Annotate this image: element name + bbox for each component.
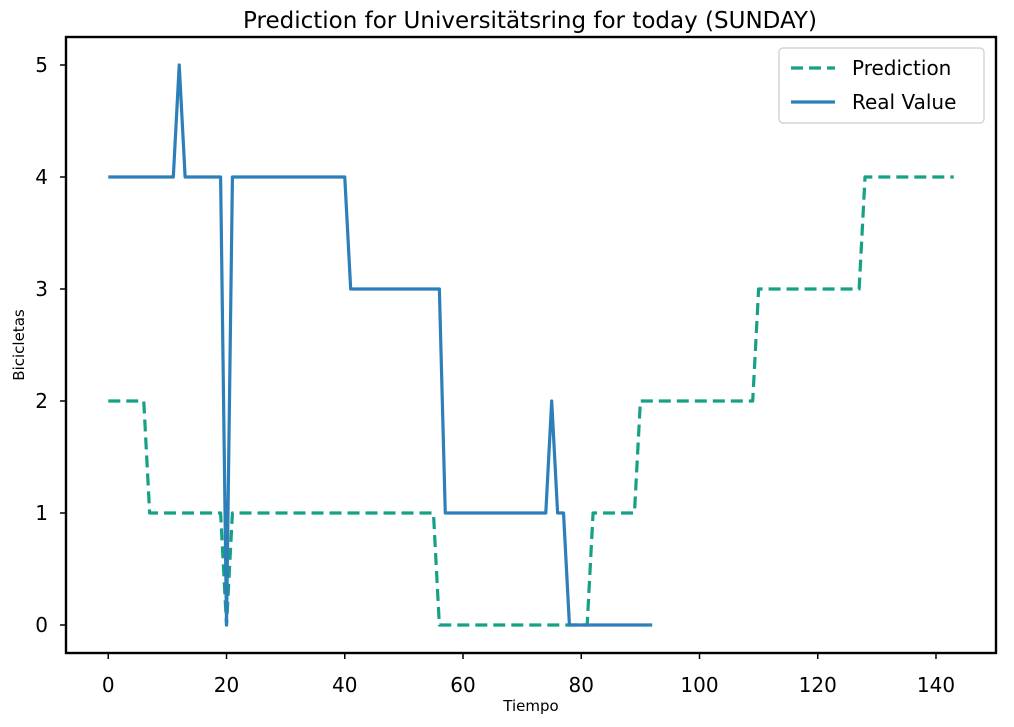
series-line-real-value — [108, 63, 653, 627]
x-tick-label: 40 — [332, 673, 357, 697]
x-axis-label: Tiempo — [502, 697, 558, 715]
x-tick-label: 0 — [102, 673, 115, 697]
x-axis: 0 20 40 60 80 100 120 140 — [102, 653, 955, 697]
series-layer — [108, 63, 954, 627]
x-tick-label: 100 — [680, 673, 718, 697]
y-tick-label: 2 — [35, 389, 48, 413]
x-tick-label: 20 — [214, 673, 239, 697]
y-axis-label: Bicicletas — [10, 309, 28, 381]
legend: Prediction Real Value — [778, 47, 985, 124]
y-tick-label: 1 — [35, 501, 48, 525]
y-tick-label: 3 — [35, 277, 48, 301]
x-tick-label: 140 — [917, 673, 955, 697]
x-tick-label: 60 — [450, 673, 475, 697]
legend-real-value-label: Real Value — [852, 90, 956, 114]
y-tick-label: 4 — [35, 165, 48, 189]
x-tick-label: 80 — [569, 673, 594, 697]
plot-area-frame — [64, 35, 998, 655]
legend-prediction-label: Prediction — [852, 56, 951, 80]
y-tick-label: 5 — [35, 53, 48, 77]
y-axis: 0 1 2 3 4 5 — [35, 53, 66, 637]
y-tick-label: 0 — [35, 613, 48, 637]
chart-title: Prediction for Universitätsring for toda… — [243, 8, 817, 34]
x-tick-label: 120 — [799, 673, 837, 697]
series-line-prediction — [108, 175, 954, 627]
